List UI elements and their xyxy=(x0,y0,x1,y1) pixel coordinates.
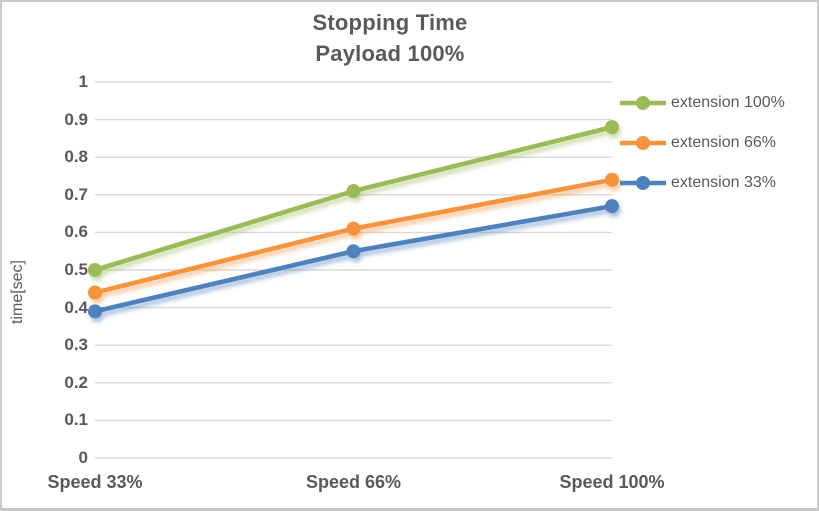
legend-item-extension-100-[interactable]: extension 100% xyxy=(618,89,818,117)
data-point-marker xyxy=(605,199,619,214)
data-point-marker xyxy=(88,304,102,319)
legend-item-extension-33-[interactable]: extension 33% xyxy=(618,169,818,197)
data-point-marker xyxy=(605,120,619,135)
x-tick-label: Speed 100% xyxy=(559,472,665,492)
y-tick-label: 1 xyxy=(78,72,88,91)
legend-label: extension 33% xyxy=(671,174,776,191)
legend-marker-icon xyxy=(620,136,666,150)
data-point-marker xyxy=(346,184,361,199)
y-tick-label: 0.2 xyxy=(64,372,88,392)
series-extension-33- xyxy=(88,199,619,319)
x-tick-label: Speed 66% xyxy=(305,472,402,492)
y-tick-label: 0.3 xyxy=(64,335,88,355)
y-tick-label: 0.6 xyxy=(64,222,88,242)
legend: extension 100% extension 66% extension 33% xyxy=(618,89,818,209)
y-tick-label: 0.8 xyxy=(64,147,88,167)
y-tick-label: 0.9 xyxy=(64,109,88,129)
series-extension-100- xyxy=(88,120,619,277)
y-tick-label: 0.5 xyxy=(64,260,88,279)
data-point-marker xyxy=(605,172,619,187)
y-tick-label: 0.1 xyxy=(64,410,88,430)
y-tick-label: 0 xyxy=(78,448,88,467)
legend-marker-icon xyxy=(620,96,666,110)
data-point-marker xyxy=(88,263,102,277)
series-extension-66- xyxy=(88,172,619,300)
legend-item-extension-66-[interactable]: extension 66% xyxy=(618,129,818,157)
data-point-marker xyxy=(346,221,361,236)
chart-title: Stopping Time Payload 100% xyxy=(0,7,780,69)
data-point-marker xyxy=(346,244,361,259)
data-point-marker xyxy=(88,285,102,300)
y-tick-label: 0.4 xyxy=(64,297,88,317)
chart-title-line2: Payload 100% xyxy=(315,41,465,66)
legend-label: extension 100% xyxy=(671,94,785,111)
y-tick-label: 0.7 xyxy=(64,184,88,204)
x-tick-label: Speed 33% xyxy=(47,472,143,492)
chart-title-line1: Stopping Time xyxy=(312,10,468,35)
legend-marker-icon xyxy=(620,176,666,190)
legend-label: extension 66% xyxy=(671,134,776,151)
